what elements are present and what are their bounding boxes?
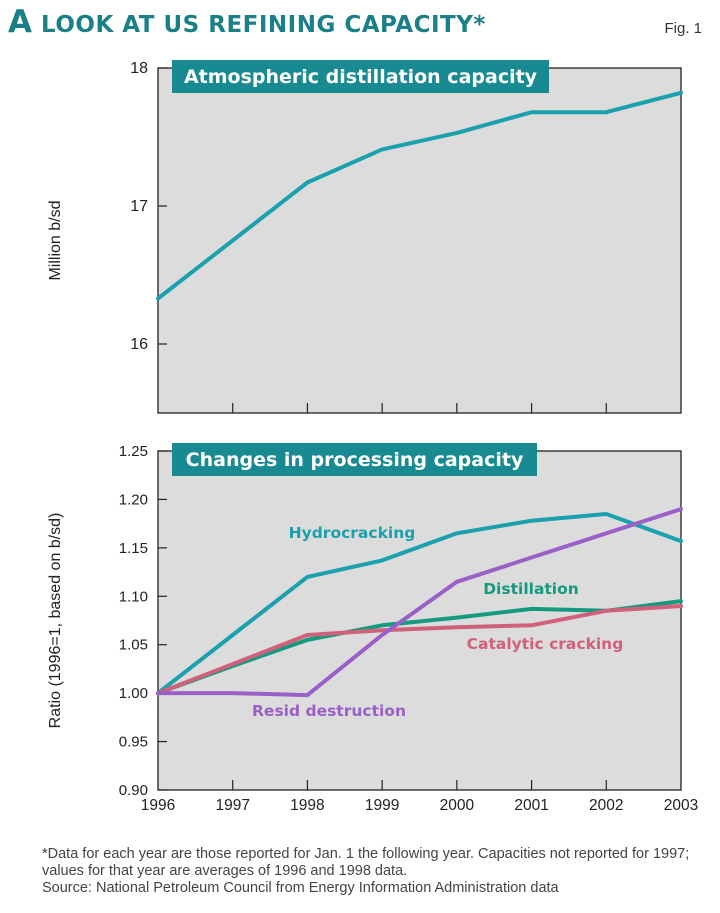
y-tick-label: 0.90 bbox=[119, 782, 148, 799]
x-tick-label: 1997 bbox=[215, 797, 249, 814]
source-note: Source: National Petroleum Council from … bbox=[42, 880, 559, 896]
y-tick-label: 1.20 bbox=[119, 491, 148, 508]
chart-panel-1: 16 17 18 Million b/sd Atmospheric distillati… bbox=[47, 60, 683, 414]
figure-title-rest: LOOK AT US REFINING CAPACITY* bbox=[32, 12, 486, 38]
figure-title-initial: A bbox=[8, 4, 33, 40]
y-tick-label: 0.95 bbox=[119, 734, 148, 751]
y-tick-label: 1.15 bbox=[119, 540, 148, 557]
refining-capacity-chart: 16 17 18 Million b/sd Atmospheric distillati… bbox=[47, 60, 698, 814]
chart-title-box bbox=[172, 60, 549, 93]
series-label-catalytic-cracking: Catalytic cracking bbox=[467, 635, 624, 653]
y-tick-label: 1.00 bbox=[119, 685, 148, 702]
x-tick-label: 1999 bbox=[365, 797, 399, 814]
series-line-hydrocracking bbox=[156, 512, 683, 696]
y-tick-label: 16 bbox=[130, 336, 148, 353]
y-axis-label: Million b/sd bbox=[47, 200, 64, 280]
chart-panel-2: 0.90 0.95 1.00 1.05 1.10 1.15 1.20 1.25 1996 1997… bbox=[47, 443, 698, 814]
x-tick-label: 2000 bbox=[440, 797, 475, 814]
x-tick-label: 2003 bbox=[664, 797, 698, 814]
chart-title: Atmospheric distillation capacity bbox=[184, 66, 538, 88]
series-line-distillation bbox=[156, 599, 683, 696]
y-tick-label: 1.25 bbox=[119, 443, 148, 460]
chart-title-box bbox=[172, 443, 537, 476]
y-tick-label: 18 bbox=[130, 60, 148, 77]
y-axis-label: Ratio (1996=1, based on b/sd) bbox=[47, 513, 64, 729]
series-line-atmospheric-distillation-capacity bbox=[156, 90, 683, 301]
x-tick-label: 2002 bbox=[589, 797, 623, 814]
series-line-catalytic-cracking bbox=[156, 604, 683, 696]
series-line-resid-destruction bbox=[156, 507, 683, 698]
chart-title: Changes in processing capacity bbox=[186, 449, 524, 471]
y-tick-label: 1.05 bbox=[119, 637, 148, 654]
figure-notes: *Data for each year are those reported f… bbox=[42, 846, 710, 897]
figure-title: A LOOK AT US REFINING CAPACITY* bbox=[8, 4, 486, 40]
y-tick-label: 17 bbox=[130, 198, 148, 215]
footnote: *Data for each year are those reported f… bbox=[42, 846, 690, 879]
y-tick-label: 1.10 bbox=[119, 588, 148, 605]
x-tick-label: 2001 bbox=[514, 797, 548, 814]
series-label-distillation: Distillation bbox=[483, 580, 579, 598]
series-label-hydrocracking: Hydrocracking bbox=[289, 524, 416, 542]
x-tick-label: 1996 bbox=[141, 797, 175, 814]
plot-area-background bbox=[158, 68, 681, 413]
x-tick-label: 1998 bbox=[290, 797, 324, 814]
figure-number: Fig. 1 bbox=[664, 20, 702, 37]
series-label-resid-destruction: Resid destruction bbox=[252, 702, 406, 720]
